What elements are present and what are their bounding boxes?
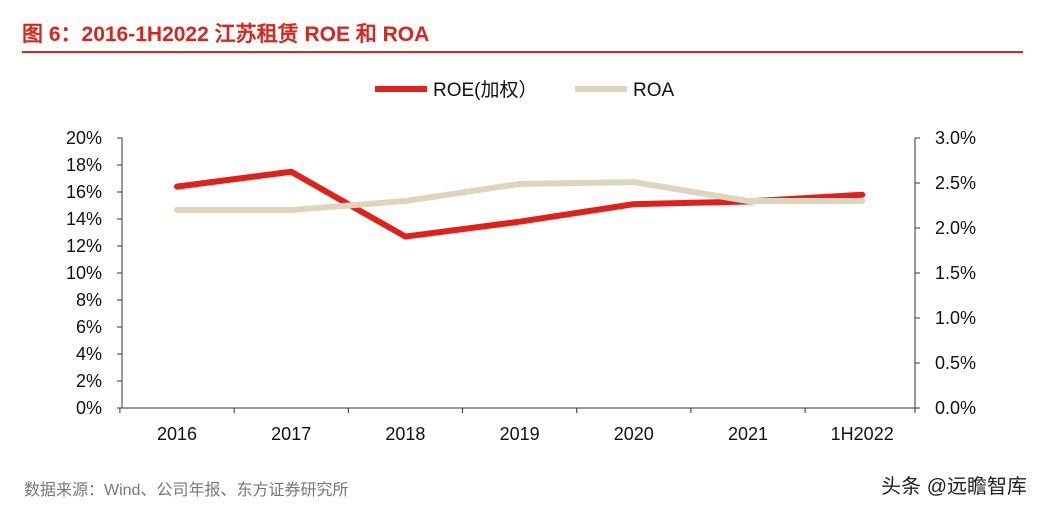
- x-tick-label: 2018: [385, 424, 425, 444]
- left-tick-label: 20%: [66, 128, 102, 148]
- right-tick-label: 2.0%: [935, 218, 976, 238]
- x-tick-label: 2020: [614, 424, 654, 444]
- right-tick-label: 1.5%: [935, 263, 976, 283]
- watermark: 头条 @远瞻智库: [881, 476, 1027, 498]
- x-tick-label: 2019: [500, 424, 540, 444]
- legend-label-roa: ROA: [633, 80, 675, 101]
- left-tick-label: 2%: [76, 371, 102, 391]
- x-tick-label: 2021: [728, 424, 768, 444]
- left-tick-label: 16%: [66, 182, 102, 202]
- x-tick-label: 2017: [271, 424, 311, 444]
- left-tick-label: 14%: [66, 209, 102, 229]
- source-note: 数据来源：Wind、公司年报、东方证券研究所: [24, 482, 349, 499]
- chart-title: 图 6：2016-1H2022 江苏租赁 ROE 和 ROA: [22, 23, 430, 46]
- series-line-roa: [174, 179, 866, 213]
- title-divider: [22, 51, 1023, 53]
- left-tick-label: 0%: [76, 398, 102, 418]
- left-tick-label: 10%: [66, 263, 102, 283]
- right-tick-label: 0.0%: [935, 398, 976, 418]
- legend-label-roe: ROE(加权）: [433, 79, 538, 101]
- left-tick-label: 8%: [76, 290, 102, 310]
- left-tick-label: 12%: [66, 236, 102, 256]
- right-tick-label: 2.5%: [935, 173, 976, 193]
- right-tick-label: 3.0%: [935, 128, 976, 148]
- left-tick-label: 18%: [66, 155, 102, 175]
- left-tick-label: 4%: [76, 344, 102, 364]
- left-tick-label: 6%: [76, 317, 102, 337]
- x-tick-label: 1H2022: [831, 424, 894, 444]
- x-tick-label: 2016: [157, 424, 197, 444]
- right-tick-label: 0.5%: [935, 353, 976, 373]
- right-tick-label: 1.0%: [935, 308, 976, 328]
